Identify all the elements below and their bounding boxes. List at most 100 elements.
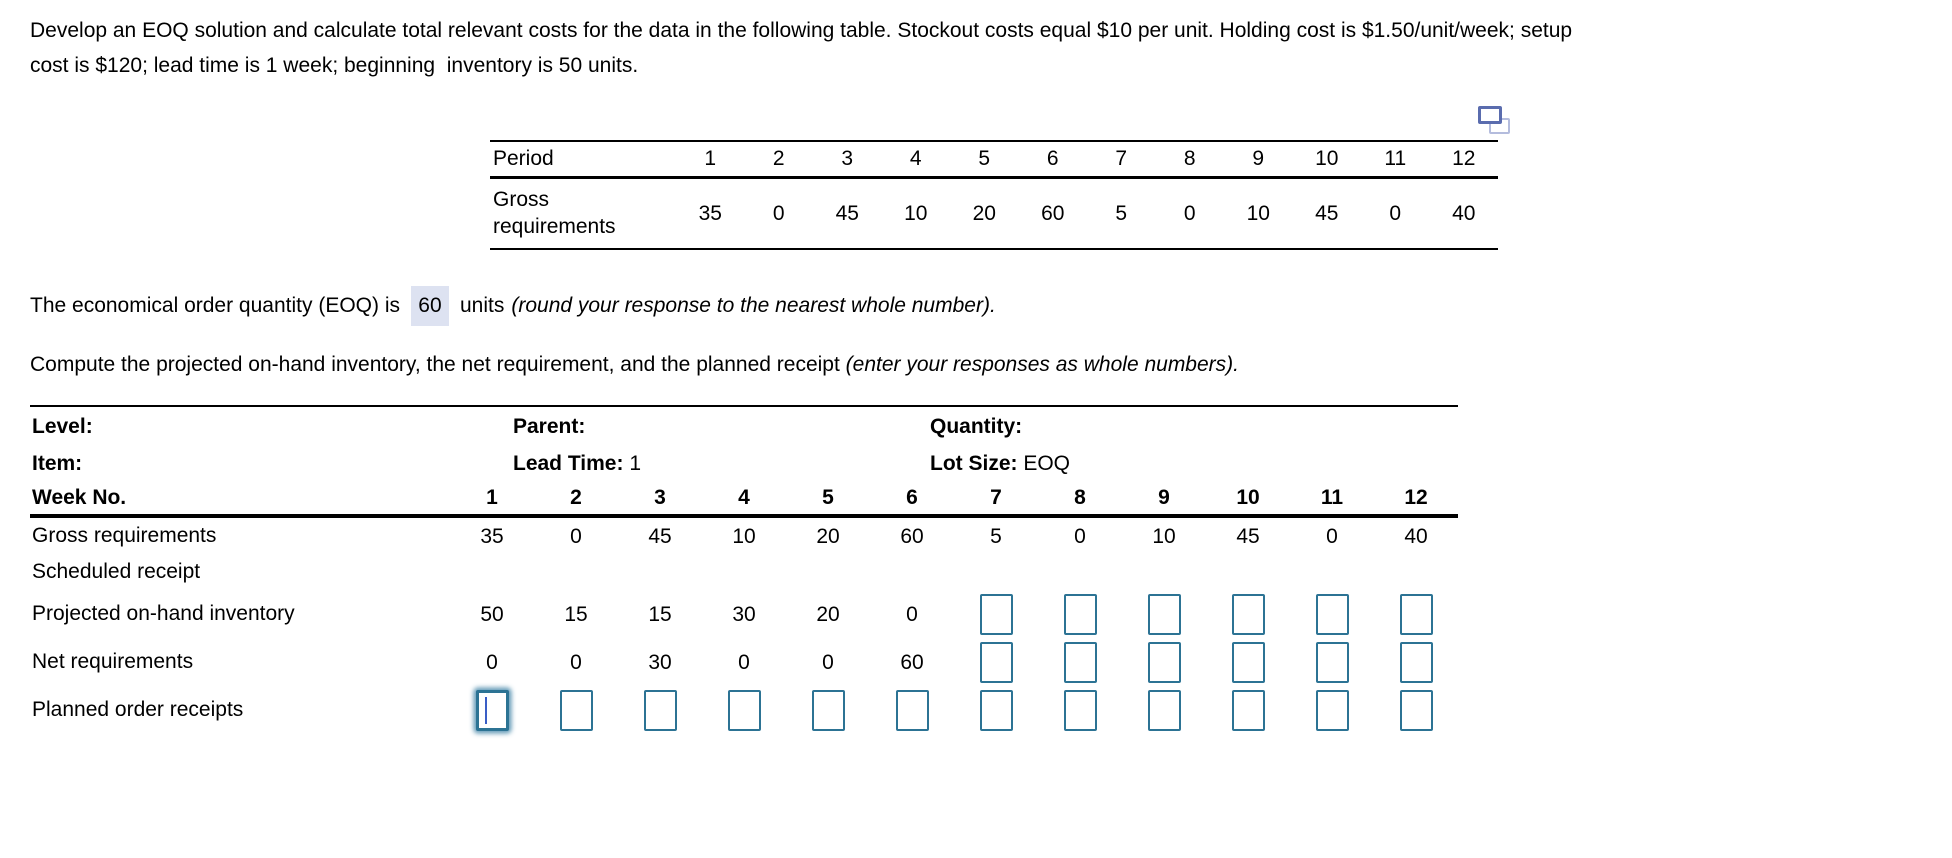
- answer-box-wrapper: [1147, 689, 1181, 731]
- answer-box-wrapper: [1399, 689, 1433, 731]
- answer-input-week-3[interactable]: [643, 689, 677, 731]
- parent-label: Parent:: [513, 414, 586, 438]
- answer-box-wrapper: [1147, 641, 1181, 683]
- mrp-row-label: Planned order receipts: [32, 698, 244, 721]
- problem-statement-line: Develop an EOQ solution and calculate to…: [30, 19, 1573, 42]
- mrp-week-header-row: Week No. 1 2 3 4 5 6 7 8 9 10 11 12: [30, 482, 1458, 518]
- week-number: 7: [990, 486, 1002, 509]
- mrp-cell: 30: [732, 602, 756, 626]
- week-number: 6: [906, 486, 918, 509]
- answer-box-wrapper: [1399, 641, 1433, 683]
- answer-input-week-7[interactable]: [979, 593, 1013, 635]
- answer-input-week-7[interactable]: [979, 689, 1013, 731]
- eoq-suffix-text: units: [459, 294, 505, 317]
- answer-box-wrapper: [895, 689, 929, 731]
- answer-input-week-12[interactable]: [1399, 593, 1433, 635]
- answer-input-week-10[interactable]: [1231, 593, 1265, 635]
- mrp-header-row-2: Item: Lead Time: 1 Lot Size: EOQ: [30, 446, 1458, 482]
- answer-input-week-1[interactable]: [475, 689, 509, 731]
- mrp-cell: 35: [480, 524, 504, 548]
- answer-input-week-9[interactable]: [1147, 593, 1181, 635]
- mrp-header-row-1: Level: Parent: Quantity:: [30, 407, 1458, 446]
- mrp-cell: [450, 689, 534, 731]
- period-number: 12: [1452, 147, 1476, 170]
- mrp-cell: 0: [906, 602, 918, 626]
- mrp-cell: [1122, 593, 1206, 635]
- mrp-table: Level: Parent: Quantity: Item: Lead Time…: [30, 405, 1458, 734]
- answer-box-wrapper: [1063, 641, 1097, 683]
- mrp-row-label: Gross requirements: [32, 524, 217, 547]
- mrp-cell: 10: [1152, 524, 1176, 548]
- week-number: 11: [1320, 486, 1344, 509]
- period-number: 11: [1384, 147, 1407, 170]
- mrp-cell: 0: [1326, 524, 1338, 548]
- answer-box-wrapper: [1147, 593, 1181, 635]
- mrp-cell: 60: [900, 650, 924, 674]
- problem-statement-line: cost is $120; lead time is 1 week; begin…: [30, 54, 639, 77]
- mrp-cell: [618, 689, 702, 731]
- answer-box-wrapper: [1399, 593, 1433, 635]
- mrp-cell: [1290, 641, 1374, 683]
- lead-time-label: Lead Time:: [513, 452, 624, 475]
- eoq-note-text: (round your response to the nearest whol…: [511, 294, 996, 317]
- answer-input-week-12[interactable]: [1399, 689, 1433, 731]
- answer-input-week-4[interactable]: [727, 689, 761, 731]
- mrp-cell: [1038, 593, 1122, 635]
- gross-requirement-value: 10: [1246, 201, 1270, 225]
- answer-box-wrapper: [1231, 641, 1265, 683]
- answer-input-week-7[interactable]: [979, 641, 1013, 683]
- mrp-cell: 0: [570, 524, 582, 548]
- answer-input-week-8[interactable]: [1063, 641, 1097, 683]
- problem-statement: Develop an EOQ solution and calculate to…: [30, 13, 1940, 83]
- mrp-cell: [954, 593, 1038, 635]
- mrp-cell: 0: [570, 650, 582, 674]
- mrp-cell: 20: [816, 602, 840, 626]
- answer-input-week-8[interactable]: [1063, 593, 1097, 635]
- mrp-cell: 15: [564, 602, 588, 626]
- answer-box-wrapper: [979, 641, 1013, 683]
- answer-input-week-11[interactable]: [1315, 593, 1349, 635]
- gross-requirements-cells: 35 0 45 10 20 60 5 0 10 45 0 40: [676, 202, 1498, 226]
- mrp-cell: 30: [648, 650, 672, 674]
- gross-requirement-value: 0: [1183, 201, 1196, 225]
- answer-input-week-10[interactable]: [1231, 641, 1265, 683]
- mrp-row-label: Projected on-hand inventory: [32, 602, 295, 625]
- answer-input-week-8[interactable]: [1063, 689, 1097, 731]
- demand-table-header-row: Period 1 2 3 4 5 6 7 8 9 10 11 12: [490, 140, 1498, 179]
- week-number: 2: [570, 486, 582, 509]
- copy-icon-front-rect: [1478, 106, 1502, 124]
- answer-input-week-5[interactable]: [811, 689, 845, 731]
- answer-input-week-12[interactable]: [1399, 641, 1433, 683]
- mrp-row-label: Net requirements: [32, 650, 194, 673]
- answer-input-week-2[interactable]: [559, 689, 593, 731]
- gross-requirement-value: 35: [698, 201, 722, 225]
- answer-input-week-9[interactable]: [1147, 689, 1181, 731]
- week-number: 12: [1404, 486, 1428, 509]
- answer-input-week-11[interactable]: [1315, 689, 1349, 731]
- lead-time-value: 1: [629, 452, 642, 475]
- mrp-cell: [1374, 593, 1458, 635]
- text-cursor: [484, 696, 487, 724]
- answer-input-week-9[interactable]: [1147, 641, 1181, 683]
- mrp-cell: [702, 689, 786, 731]
- period-cells: 1 2 3 4 5 6 7 8 9 10 11 12: [676, 147, 1498, 171]
- mrp-row: Gross requirements 35 0 45 10 20 60 5 0 10 45 0 40: [30, 518, 1458, 554]
- mrp-row: Planned order receipts: [30, 686, 1458, 734]
- mrp-cell: 20: [816, 524, 840, 548]
- answer-input-week-6[interactable]: [895, 689, 929, 731]
- mrp-cell: [1374, 689, 1458, 731]
- compute-instruction-text: Compute the projected on-hand inventory,…: [30, 353, 846, 376]
- gross-requirements-label: Gross requirements: [493, 188, 616, 238]
- mrp-cell: [954, 689, 1038, 731]
- answer-input-week-11[interactable]: [1315, 641, 1349, 683]
- answer-input-week-10[interactable]: [1231, 689, 1265, 731]
- eoq-answer-field[interactable]: 60: [410, 286, 449, 326]
- copy-table-icon[interactable]: [1478, 106, 1510, 134]
- answer-box-wrapper: [475, 689, 509, 731]
- compute-instruction-note: (enter your responses as whole numbers).: [845, 353, 1239, 376]
- mrp-cell: 5: [990, 524, 1002, 548]
- answer-box-wrapper: [811, 689, 845, 731]
- week-number: 4: [738, 486, 750, 509]
- answer-box-wrapper: [1063, 689, 1097, 731]
